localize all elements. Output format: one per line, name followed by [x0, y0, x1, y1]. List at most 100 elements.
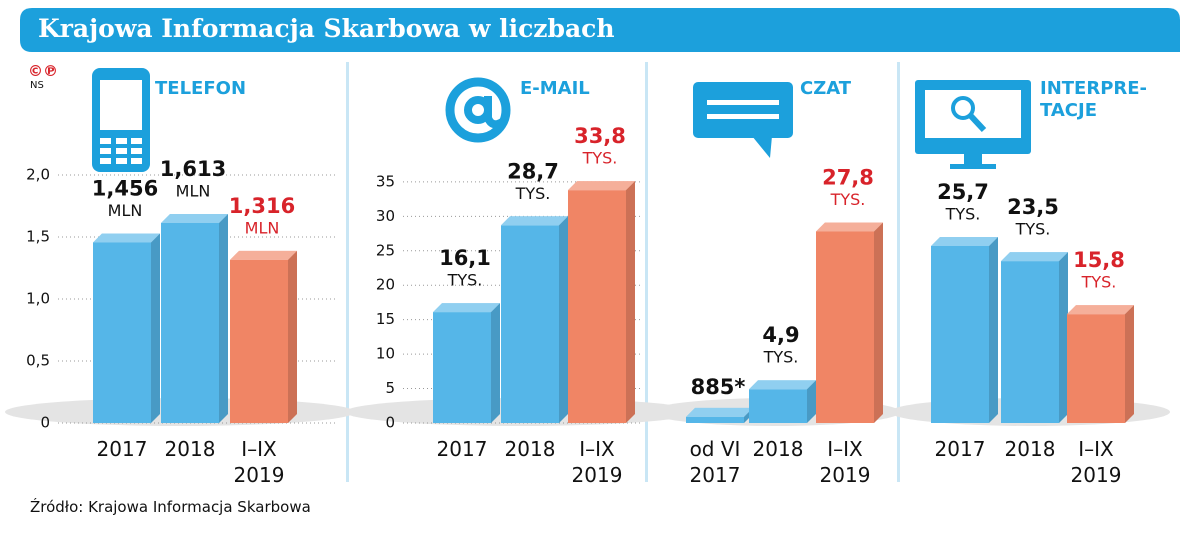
- bar-side-shade: [807, 380, 816, 423]
- bar-top-shade: [230, 250, 297, 260]
- y-tick-label: 0: [385, 414, 395, 432]
- bar-top-shade: [686, 407, 753, 417]
- value-label: 885*: [691, 375, 746, 399]
- logo: ©℗: [28, 62, 58, 80]
- y-tick-label: 5: [385, 379, 395, 397]
- value-label: 28,7: [507, 159, 559, 183]
- bar: [230, 259, 288, 423]
- unit-label: MLN: [108, 201, 143, 220]
- bar-top: [931, 236, 998, 246]
- phone-icon: [92, 68, 150, 172]
- bar: [931, 245, 989, 423]
- email-icon: [445, 77, 511, 143]
- bar: [161, 222, 219, 423]
- value-label: 1,316: [229, 194, 295, 218]
- y-tick-label: 10: [376, 345, 395, 363]
- y-tick-label: 1,0: [26, 290, 50, 308]
- bar-side: [989, 236, 998, 423]
- bar: [501, 225, 559, 423]
- y-tick-label: 20: [376, 276, 395, 294]
- bar: [433, 312, 491, 423]
- panel-title: E-MAIL: [520, 78, 590, 99]
- value-label: 1,456: [92, 176, 158, 200]
- bar-side: [219, 213, 228, 423]
- source: Źródło: Krajowa Informacja Skarbowa: [30, 498, 311, 516]
- unit-label: TYS.: [830, 190, 866, 209]
- bar-top: [433, 303, 500, 313]
- bar-top: [161, 213, 228, 223]
- bar-side: [626, 181, 635, 423]
- bar-side-shade: [559, 216, 568, 423]
- monitor-icon: [915, 80, 1031, 169]
- unit-label: TYS.: [582, 149, 618, 168]
- bar-top: [93, 233, 160, 243]
- x-tick-label: I–IX 2019: [1070, 437, 1122, 487]
- bar: [816, 231, 874, 423]
- bar-top-shade: [568, 181, 635, 191]
- bar: [1067, 314, 1125, 423]
- bar-top: [568, 181, 635, 191]
- y-tick-label: 2,0: [26, 166, 50, 184]
- bar-top: [501, 216, 568, 226]
- x-tick-label: 2017: [96, 437, 148, 461]
- x-tick-label: 2018: [1004, 437, 1056, 461]
- panel-title: TELEFON: [155, 78, 247, 99]
- y-tick-label: 0: [40, 414, 50, 432]
- unit-label: TYS.: [1081, 273, 1117, 292]
- bar-side: [874, 222, 883, 423]
- bar-side-shade: [626, 181, 635, 423]
- value-label: 27,8: [822, 165, 874, 189]
- bar-side: [491, 303, 500, 423]
- unit-label: TYS.: [945, 204, 981, 223]
- unit-label: MLN: [245, 218, 280, 237]
- unit-label: TYS.: [447, 271, 483, 290]
- unit-label: TYS.: [515, 184, 551, 203]
- bar: [568, 190, 626, 423]
- value-label: 16,1: [439, 246, 491, 270]
- bar-side: [151, 233, 160, 423]
- bar-side-shade: [151, 233, 160, 423]
- x-tick-label: 2018: [504, 437, 556, 461]
- bar-top: [749, 380, 816, 390]
- bar-side-shade: [989, 236, 998, 423]
- bar-side-shade: [491, 303, 500, 423]
- page-title: Krajowa Informacja Skarbowa w liczbach: [38, 14, 615, 43]
- bar-side: [807, 380, 816, 423]
- x-tick-label: 2018: [164, 437, 216, 461]
- value-label: 1,613: [160, 157, 226, 181]
- bar-top: [1067, 305, 1134, 315]
- bar-top-shade: [93, 233, 160, 243]
- bar-side-shade: [1125, 305, 1134, 423]
- bar-top-shade: [816, 222, 883, 232]
- bar-top: [816, 222, 883, 232]
- bar: [686, 416, 744, 423]
- x-tick-label: I–IX 2019: [233, 437, 285, 487]
- unit-label: MLN: [176, 181, 211, 200]
- bar-top: [686, 407, 753, 417]
- bar: [93, 242, 151, 423]
- bar-side: [1059, 252, 1068, 423]
- value-label: 23,5: [1007, 195, 1059, 219]
- separators: [346, 62, 900, 482]
- value-label: 33,8: [574, 124, 626, 148]
- bar-side-shade: [1059, 252, 1068, 423]
- unit-label: TYS.: [1015, 220, 1051, 239]
- bar-top-shade: [1067, 305, 1134, 315]
- y-tick-label: 0,5: [26, 352, 50, 370]
- bar-top-shade: [161, 213, 228, 223]
- bar-top-shade: [931, 236, 998, 246]
- x-tick-label: od VI 2017: [689, 437, 741, 487]
- y-tick-label: 15: [376, 310, 395, 328]
- value-label: 4,9: [762, 323, 799, 347]
- bar-side: [559, 216, 568, 423]
- value-label: 15,8: [1073, 248, 1125, 272]
- bar-side: [288, 250, 297, 423]
- x-tick-label: 2017: [436, 437, 488, 461]
- bar: [749, 389, 807, 423]
- y-tick-label: 1,5: [26, 228, 50, 246]
- y-tick-label: 30: [376, 207, 395, 225]
- bar-side: [1125, 305, 1134, 423]
- x-tick-label: I–IX 2019: [571, 437, 623, 487]
